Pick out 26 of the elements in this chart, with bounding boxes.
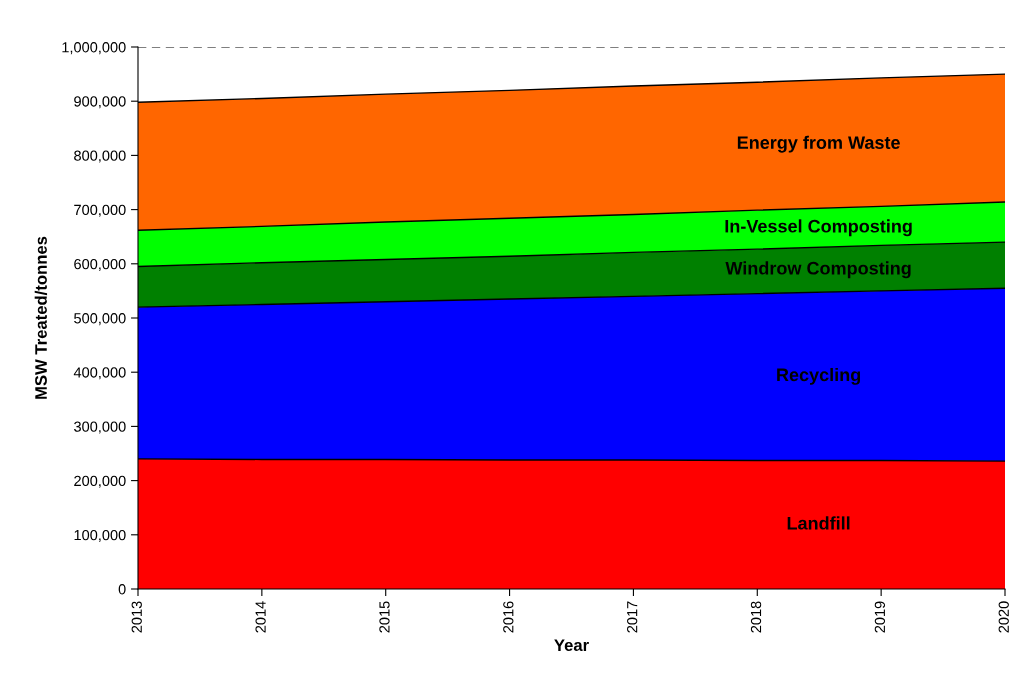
x-tick-label: 2013 xyxy=(131,601,142,633)
y-tick-label: 600,000 xyxy=(74,258,126,271)
x-tick-label: 2018 xyxy=(750,601,762,633)
y-tick-label: 1,000,000 xyxy=(62,42,126,55)
x-axis-title: Year xyxy=(554,639,589,652)
x-tick-label: 2020 xyxy=(998,601,1009,633)
x-tick-label: 2017 xyxy=(627,601,638,633)
y-tick-label: 500,000 xyxy=(74,313,126,326)
x-tick-label: 2016 xyxy=(503,601,514,633)
y-tick-label: 100,000 xyxy=(74,529,126,542)
series-label: Landfill xyxy=(787,516,850,530)
x-tick-label: 2014 xyxy=(255,601,266,633)
series-label: Windrow Composting xyxy=(725,261,911,279)
series-label: In-Vessel Composting xyxy=(725,219,912,237)
y-tick-label: 700,000 xyxy=(74,204,126,217)
y-tick-label: 300,000 xyxy=(74,421,126,434)
y-tick-label: 200,000 xyxy=(74,475,126,488)
y-tick-label: 900,000 xyxy=(74,96,126,109)
y-axis-title: MSW Treated/tonnes xyxy=(34,236,48,399)
series-label: Energy from Waste xyxy=(737,135,900,153)
y-tick-label: 400,000 xyxy=(73,367,126,380)
x-tick-label: 2015 xyxy=(379,601,390,633)
x-tick-label: 2019 xyxy=(874,601,886,633)
y-tick-label: 800,000 xyxy=(74,150,126,163)
y-tick-label: 0 xyxy=(118,584,126,595)
series-label: Recycling xyxy=(777,367,861,385)
